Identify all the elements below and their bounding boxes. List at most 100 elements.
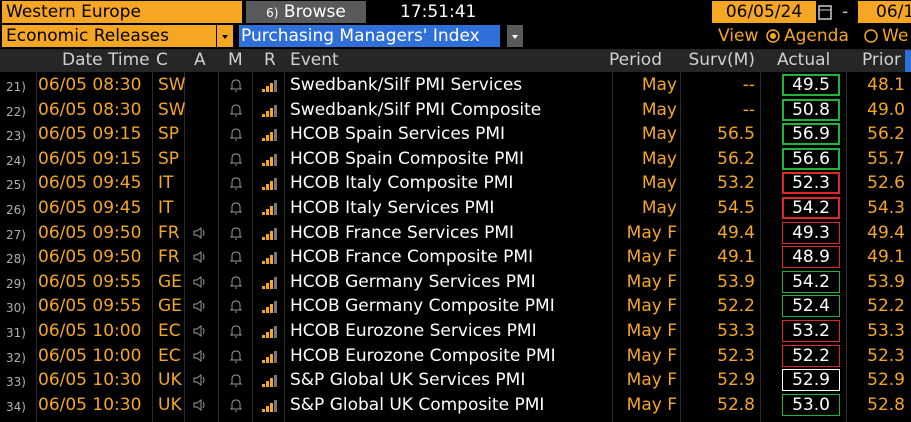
row-number[interactable]: 31) (6, 326, 26, 340)
audio-icon[interactable] (192, 250, 208, 264)
column-header[interactable]: Actual (777, 50, 831, 70)
alert-bell[interactable] (228, 151, 244, 167)
subcategory-select[interactable]: Purchasing Managers' Index (239, 25, 500, 47)
row-number[interactable]: 21) (6, 80, 26, 94)
audio-icon[interactable] (192, 324, 208, 338)
alert-bell[interactable] (228, 249, 244, 265)
column-header[interactable]: Event (290, 50, 339, 70)
column-header[interactable]: M (228, 50, 243, 70)
view-option[interactable]: We (882, 26, 909, 46)
event[interactable]: HCOB Spain Services PMI (290, 124, 506, 145)
event[interactable]: HCOB Spain Composite PMI (290, 148, 525, 169)
event[interactable]: HCOB Eurozone Services PMI (290, 321, 537, 341)
row-number[interactable]: 25) (6, 178, 26, 193)
region-select[interactable]: Western Europe (2, 1, 242, 23)
survey: 53.2 (717, 173, 755, 194)
radio[interactable] (864, 29, 878, 43)
event[interactable]: S&P Global UK Composite PMI (290, 394, 545, 415)
event[interactable]: HCOB France Services PMI (290, 222, 515, 243)
row-number[interactable]: 34) (6, 399, 26, 414)
bell (229, 350, 243, 361)
column-header[interactable]: Surv(M) (688, 50, 755, 70)
column-header[interactable]: R (264, 50, 276, 70)
audio-icon[interactable] (192, 275, 208, 289)
row-number[interactable]: 27) (6, 227, 26, 242)
calendar-icon[interactable] (818, 4, 832, 20)
event[interactable]: HCOB Italy Services PMI (290, 198, 495, 218)
bell (229, 374, 243, 385)
view-option[interactable]: Agenda (784, 26, 849, 46)
audio-icon[interactable] (192, 349, 208, 363)
relevance-bar (266, 332, 269, 338)
event[interactable]: Swedbank/Silf PMI Composite (290, 99, 542, 120)
bell (229, 227, 243, 238)
alert-bell[interactable] (228, 77, 244, 93)
row-number[interactable]: 32) (6, 350, 26, 365)
alert-bell[interactable] (228, 225, 244, 241)
actual: 52.3 (782, 172, 840, 195)
event[interactable]: HCOB France Composite PMI (290, 247, 534, 268)
column-separator (36, 72, 37, 422)
row-number[interactable]: 30) (6, 301, 26, 316)
relevance-bar (266, 159, 269, 166)
prior: 53.9 (867, 271, 905, 292)
period: May F (626, 247, 677, 268)
audio-icon[interactable] (192, 373, 208, 387)
audio-icon[interactable] (192, 226, 208, 240)
alert-bell[interactable] (228, 397, 244, 413)
speaker (193, 374, 202, 387)
relevance-bar (274, 178, 277, 191)
alert-bell[interactable] (228, 323, 244, 339)
scrollbar[interactable] (905, 50, 911, 72)
row-number[interactable]: 33) (6, 375, 26, 390)
alert-bell[interactable] (228, 372, 244, 388)
alert-bell[interactable] (228, 200, 244, 216)
column-header[interactable]: Date Time (62, 50, 150, 70)
end-date[interactable]: 06/1 (858, 1, 911, 23)
relevance-bar (270, 107, 273, 117)
relevance-bar (270, 83, 273, 92)
alert-bell[interactable] (228, 274, 244, 290)
relevance-bar (274, 153, 277, 166)
row-number[interactable]: 23) (6, 129, 26, 144)
row-number[interactable]: 26) (6, 203, 26, 217)
arrow-icon (512, 35, 518, 39)
category-select[interactable]: Economic Releases (2, 25, 216, 47)
row-number[interactable]: 28) (6, 252, 26, 267)
category-arrow[interactable] (217, 25, 233, 47)
event[interactable]: HCOB Germany Composite PMI (290, 296, 555, 317)
column-header[interactable]: Prior (861, 50, 901, 70)
event[interactable]: HCOB Eurozone Composite PMI (290, 345, 556, 366)
relevance-bar (266, 233, 269, 240)
radio-selected[interactable] (766, 29, 780, 43)
relevance-bar (270, 181, 273, 191)
subcategory-arrow[interactable] (507, 25, 523, 47)
alert-bell[interactable] (228, 348, 244, 364)
row-number[interactable]: 29) (6, 276, 26, 291)
start-date[interactable]: 06/05/24 (712, 1, 816, 23)
column-header[interactable]: A (194, 50, 206, 70)
header-row (0, 49, 911, 72)
country: EC (158, 321, 181, 341)
speaker-wave (202, 253, 205, 261)
alert-bell[interactable] (228, 126, 244, 142)
actual: 56.6 (782, 147, 840, 170)
survey: 54.5 (717, 198, 755, 218)
browse-button[interactable]: 6) Browse (246, 1, 366, 23)
column-header[interactable]: Period (608, 50, 662, 70)
audio-icon[interactable] (192, 398, 208, 412)
column-header[interactable]: C (156, 50, 168, 70)
alert-bell[interactable] (228, 298, 244, 314)
row-number[interactable]: 24) (6, 153, 26, 168)
actual: 54.2 (782, 197, 840, 219)
alert-bell[interactable] (228, 175, 244, 191)
event[interactable]: Swedbank/Silf PMI Services (290, 75, 523, 95)
event[interactable]: HCOB Germany Services PMI (290, 271, 536, 292)
relevance-bar (266, 86, 269, 92)
alert-bell[interactable] (228, 102, 244, 118)
row-number[interactable]: 22) (6, 104, 26, 119)
country: SW (158, 99, 186, 120)
event[interactable]: HCOB Italy Composite PMI (290, 173, 514, 194)
audio-icon[interactable] (192, 299, 208, 313)
event[interactable]: S&P Global UK Services PMI (290, 370, 526, 391)
